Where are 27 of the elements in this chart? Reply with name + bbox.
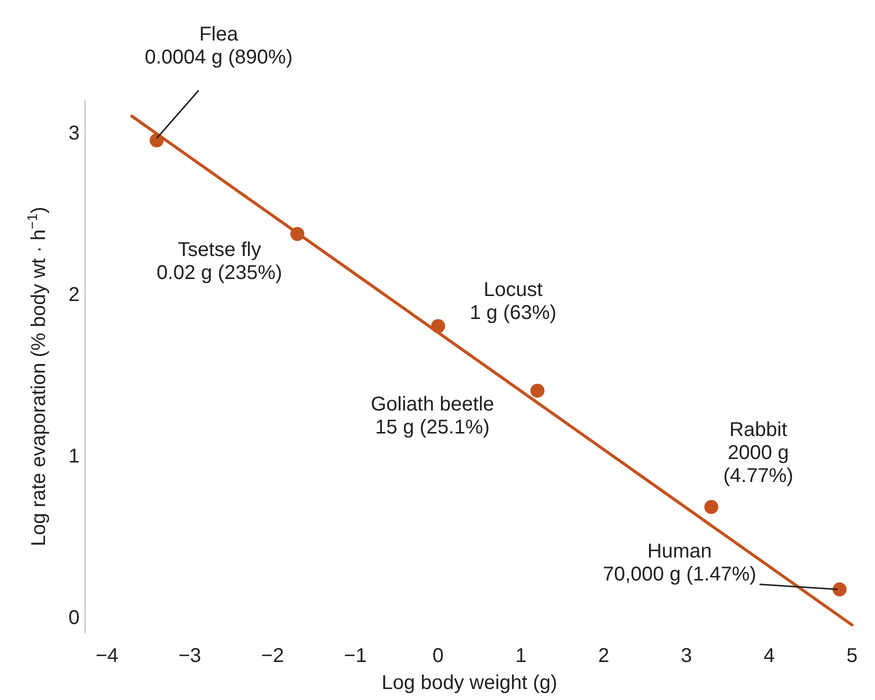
x-tick-label: −4 — [96, 645, 118, 667]
x-tick-label: 1 — [515, 645, 526, 667]
point — [290, 227, 304, 242]
annotation: Rabbit 2000 g (4.77%) — [723, 419, 794, 488]
point — [530, 384, 544, 398]
annotation: Human 70,000 g (1.47%) — [602, 540, 756, 586]
point — [150, 133, 164, 148]
y-tick-label: 3 — [68, 122, 80, 144]
annotation: Flea 0.0004 g (890%) — [144, 23, 293, 68]
y-tick-label: 2 — [68, 284, 80, 306]
x-tick-label: −1 — [344, 645, 367, 667]
y-tick-label: 1 — [68, 445, 80, 468]
annotation: Goliath beetle 15 g (25.1%) — [370, 394, 494, 439]
x-axis-title: Log body weight (g) — [382, 672, 558, 694]
x-tick-label: 5 — [846, 645, 858, 667]
point — [832, 582, 847, 596]
x-tick-label: −3 — [178, 645, 202, 667]
point — [704, 500, 718, 514]
y-tick-label: 0 — [68, 606, 80, 629]
annotation: Locust 1 g (63%) — [470, 279, 556, 324]
x-tick-label: 3 — [680, 645, 692, 667]
annotation: Tsetse fly 0.02 g (235%) — [156, 239, 282, 284]
x-tick-label: 4 — [764, 645, 775, 667]
point — [431, 319, 446, 334]
x-tick-label: 0 — [432, 645, 444, 667]
x-tick-label: 2 — [598, 645, 610, 667]
x-tick-label: −2 — [261, 645, 284, 667]
